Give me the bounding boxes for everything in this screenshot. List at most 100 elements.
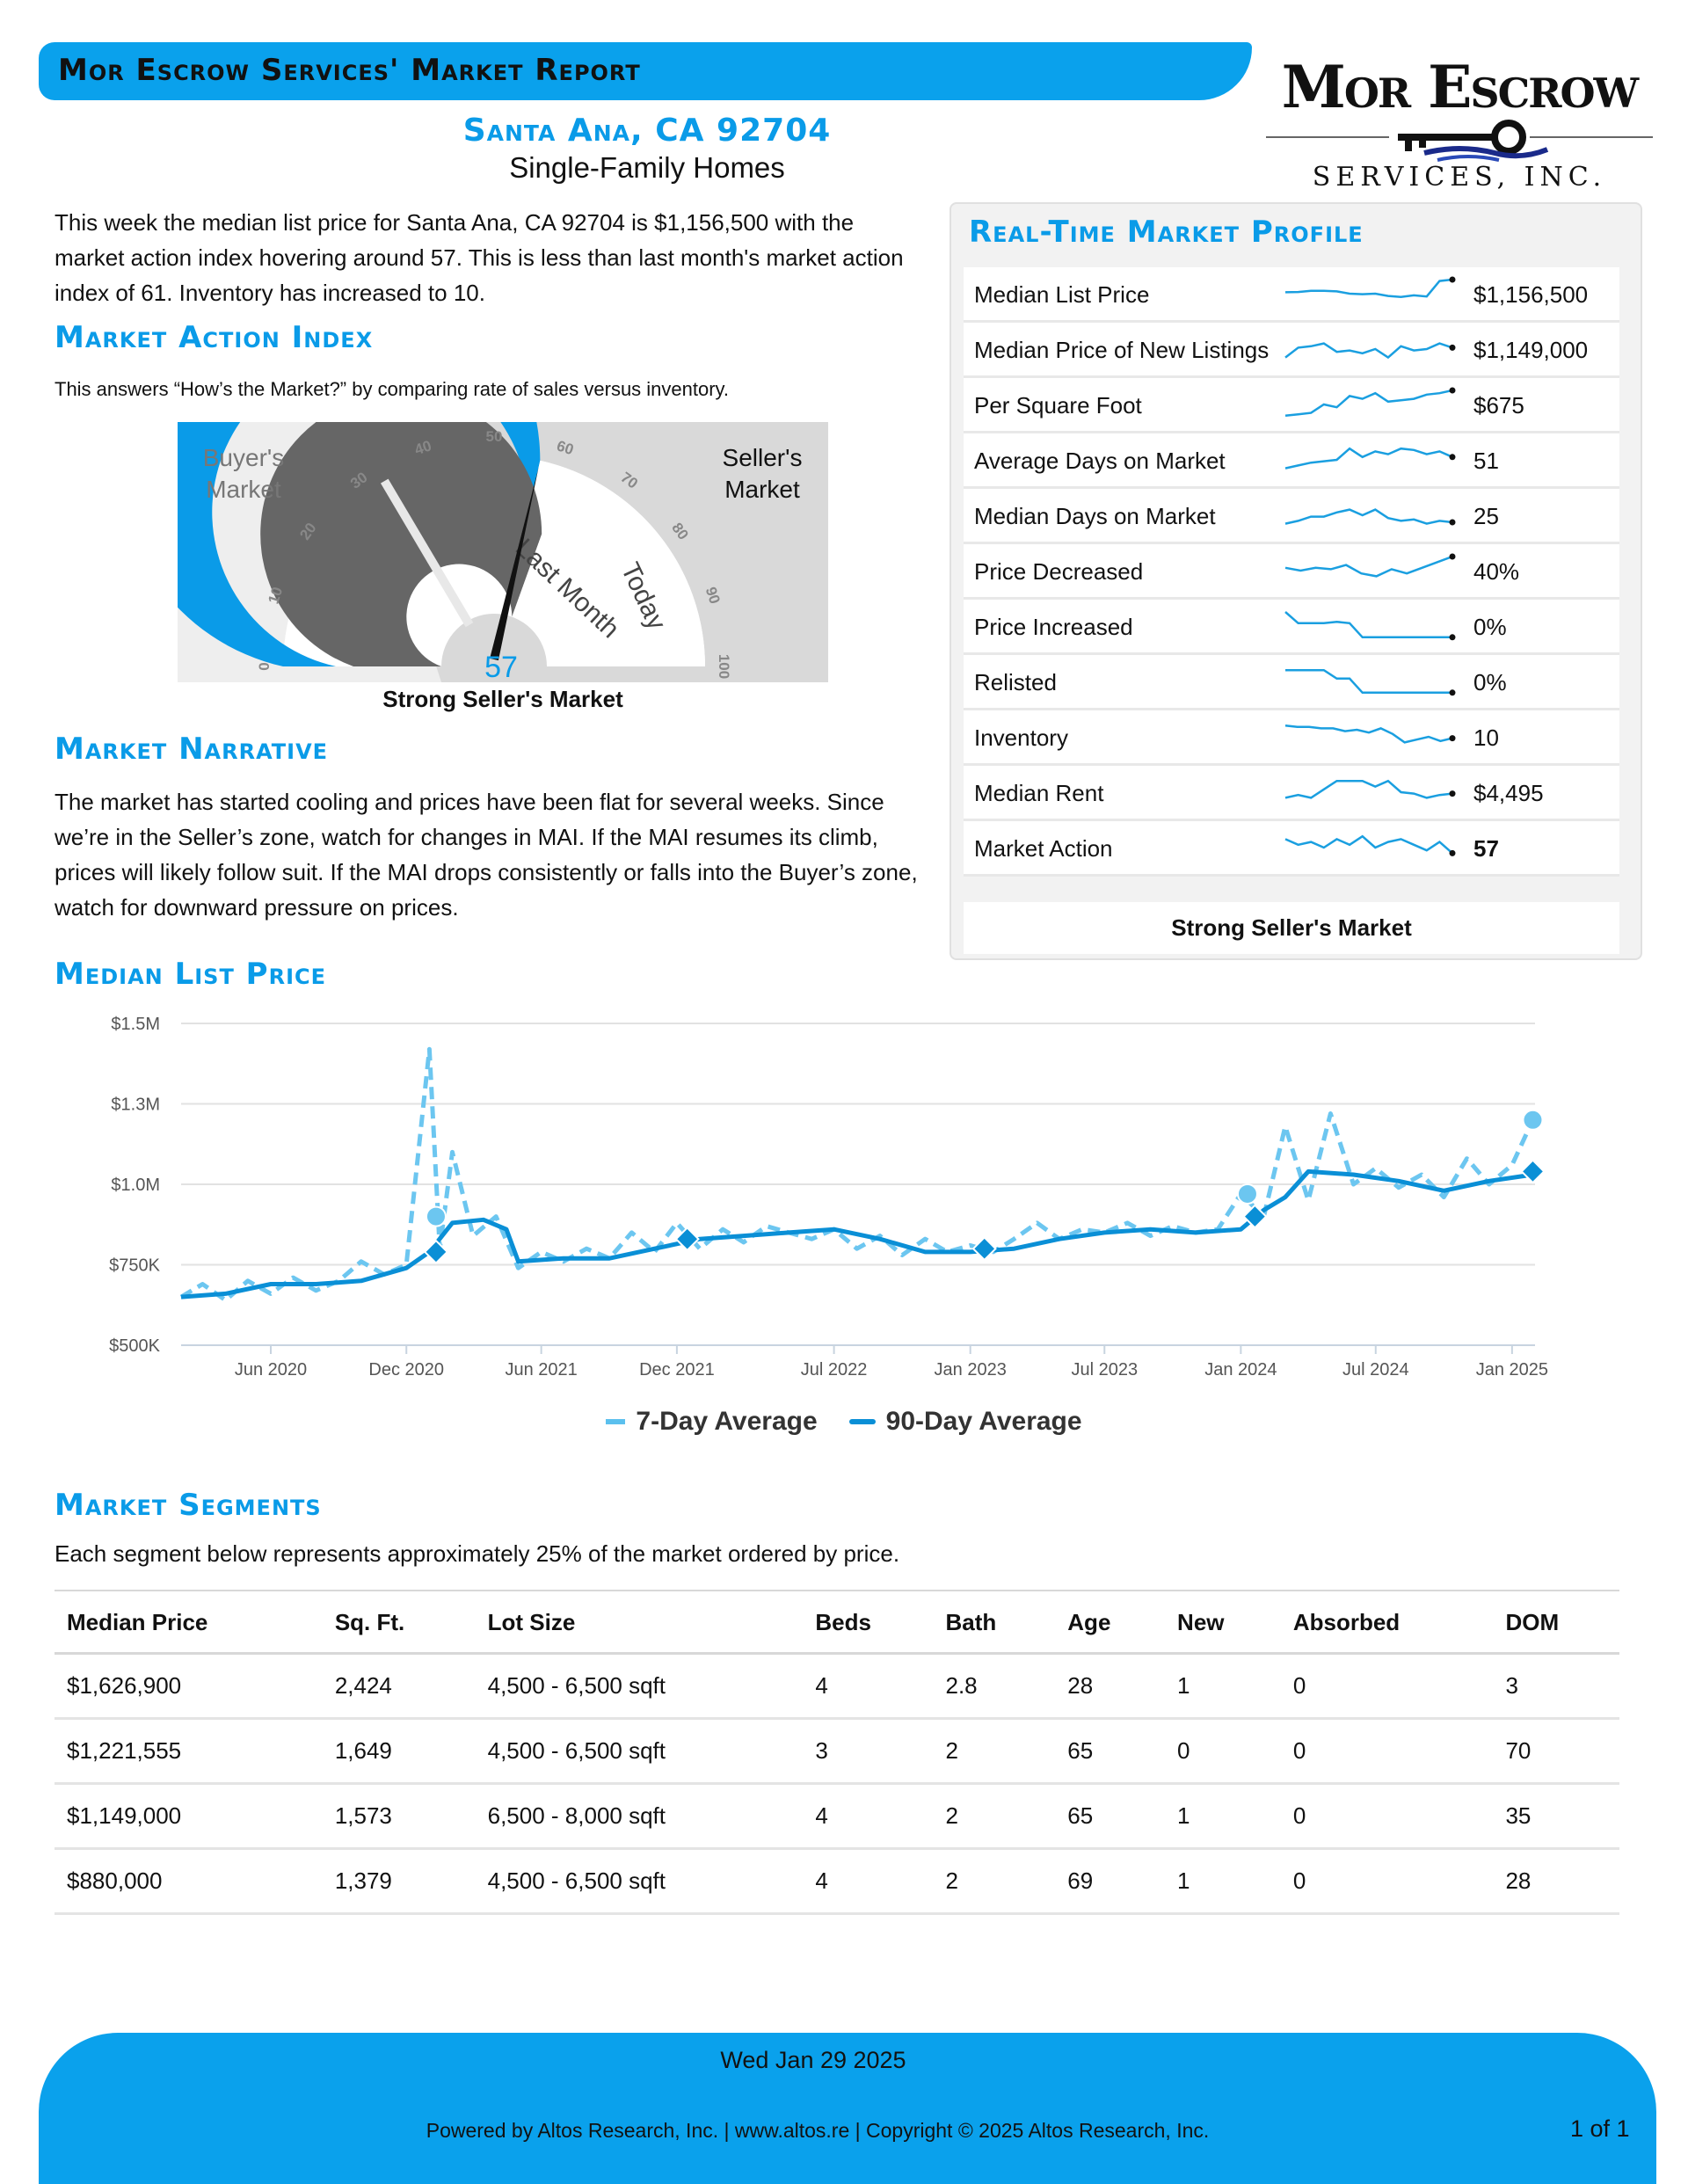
- table-cell: 69: [1055, 1848, 1166, 1915]
- sparkline-line: [1284, 447, 1453, 470]
- table-cell: 2: [933, 1848, 1056, 1915]
- x-tick-label: Jun 2020: [235, 1360, 307, 1380]
- x-tick-label: Jun 2021: [506, 1360, 578, 1380]
- logo-subtitle: SERVICES, INC.: [1312, 162, 1607, 193]
- x-tick-label: Jul 2022: [801, 1360, 868, 1380]
- sparkline-end-dot: [1449, 849, 1456, 856]
- profile-row-value: 57: [1473, 835, 1499, 862]
- profile-row: Median Days on Market 25: [964, 489, 1619, 544]
- gauge-hub: [441, 614, 547, 666]
- gauge-last-month-arc: [260, 422, 542, 666]
- profile-row-value: 0%: [1473, 669, 1507, 695]
- x-tick-label: Jan 2025: [1476, 1360, 1548, 1380]
- gauge-tick-label: 0: [256, 662, 273, 670]
- segments-table: Median Price Sq. Ft. Lot Size Beds Bath Age Ne…: [55, 1590, 1619, 1915]
- table-cell: 0: [1280, 1718, 1494, 1785]
- sparkline-line: [1284, 555, 1453, 578]
- city-title: Santa Ana, CA 92704: [462, 113, 832, 149]
- marker-7day: [1522, 1109, 1544, 1131]
- gauge-tick-label: 90: [702, 585, 724, 606]
- footer-band: [39, 2033, 1656, 2184]
- profile-row: Inventory 10: [964, 710, 1619, 766]
- profile-sparkline: [1284, 276, 1456, 299]
- sellers-label-1: Seller's: [723, 444, 803, 471]
- table-cell: 0: [1280, 1848, 1494, 1915]
- profile-row-label: Price Decreased: [974, 558, 1144, 585]
- sparkline-line: [1284, 342, 1453, 360]
- marker-7day: [1236, 1183, 1258, 1205]
- y-tick-label: $750K: [109, 1256, 160, 1276]
- table-cell: 4,500 - 6,500 sqft: [475, 1653, 804, 1720]
- table-row: $1,626,900 2,424 4,500 - 6,500 sqft 4 2.8 28 1…: [55, 1653, 1619, 1720]
- sparkline-line: [1284, 834, 1453, 855]
- profile-sparkline: [1284, 342, 1456, 360]
- segments-column-header: Median Price: [55, 1590, 323, 1655]
- table-cell: 2: [933, 1783, 1056, 1850]
- table-cell: 28: [1055, 1653, 1166, 1720]
- segments-column-header: Beds: [803, 1590, 934, 1655]
- profile-sparkline: [1284, 447, 1456, 470]
- mai-heading: Market Action Index: [55, 320, 374, 355]
- legend-item-90day: 90-Day Average: [848, 1407, 1082, 1437]
- footer-credit: Powered by Altos Research, Inc. | www.al…: [426, 2119, 1210, 2142]
- table-cell: 0: [1280, 1783, 1494, 1850]
- marker-90day: [423, 1239, 449, 1265]
- gauge-needle: [490, 467, 539, 661]
- table-cell: 65: [1055, 1718, 1166, 1785]
- marker-90day: [674, 1227, 700, 1252]
- profile-status: Strong Seller's Market: [964, 902, 1619, 954]
- profile-row-label: Price Increased: [974, 614, 1133, 640]
- profile-sparkline: [1284, 834, 1456, 856]
- profile-heading: Real-Time Market Profile: [969, 215, 1364, 250]
- sparkline-line: [1284, 611, 1452, 639]
- segments-column-header: Age: [1055, 1590, 1166, 1655]
- profile-row: Relisted 0%: [964, 655, 1619, 710]
- profile-sparkline: [1284, 779, 1456, 799]
- narrative-paragraph: The market has started cooling and price…: [55, 789, 918, 921]
- table-cell: 4: [803, 1653, 934, 1720]
- legend-swatch-90day: [848, 1419, 876, 1424]
- series-7day-line: [179, 1046, 1535, 1303]
- profile-row-label: Median Price of New Listings: [974, 337, 1270, 363]
- x-tick-label: Jan 2023: [935, 1360, 1007, 1380]
- profile-row: Market Action 57: [964, 821, 1619, 877]
- table-cell: 65: [1055, 1783, 1166, 1850]
- profile-row-value: 40%: [1473, 558, 1520, 585]
- table-cell: $1,149,000: [55, 1783, 323, 1850]
- x-tick-label: Jul 2024: [1342, 1360, 1409, 1380]
- profile-row-label: Market Action: [974, 835, 1113, 862]
- profile-sparkline: [1284, 508, 1456, 526]
- table-cell: 1: [1165, 1783, 1281, 1850]
- sparkline-end-dot: [1449, 519, 1456, 526]
- segments-description: Each segment below represents approximat…: [55, 1540, 900, 1567]
- intro-paragraph: This week the median list price for Sant…: [55, 209, 904, 306]
- gauge-today-arc: [178, 422, 541, 666]
- table-cell: 3: [803, 1718, 934, 1785]
- table-row: $880,000 1,379 4,500 - 6,500 sqft 4 2 69 1 0 28: [55, 1848, 1619, 1915]
- key-icon: [1266, 120, 1653, 162]
- sparkline-end-dot: [1449, 634, 1456, 641]
- table-cell: 1,573: [322, 1783, 476, 1850]
- legend-label-90day: 90-Day Average: [885, 1407, 1082, 1436]
- sparkline-end-dot: [1449, 790, 1456, 797]
- narrative-heading: Market Narrative: [55, 732, 329, 767]
- segments-heading: Market Segments: [55, 1488, 322, 1523]
- x-tick-label: Dec 2020: [368, 1360, 444, 1380]
- profile-row-label: Average Days on Market: [974, 448, 1226, 474]
- gauge-zone-divider: [380, 478, 474, 628]
- profile-sparkline: [1284, 724, 1456, 744]
- sparkline-line: [1284, 389, 1453, 418]
- profile-row-label: Median List Price: [974, 281, 1150, 308]
- legend-item-7day: 7-Day Average: [606, 1407, 818, 1437]
- profile-row: Price Increased 0%: [964, 600, 1619, 655]
- sellers-label-2: Market: [724, 476, 800, 503]
- buyers-label-2: Market: [206, 476, 281, 503]
- table-cell: 2: [933, 1718, 1056, 1785]
- gauge-today-rest: [530, 460, 705, 666]
- table-cell: 1: [1165, 1848, 1281, 1915]
- gauge-tick-label: 60: [555, 437, 576, 458]
- table-cell: 2.8: [933, 1653, 1056, 1720]
- profile-row: Median List Price $1,156,500: [964, 267, 1619, 323]
- table-cell: 3: [1493, 1653, 1619, 1720]
- header-band: [39, 42, 1252, 100]
